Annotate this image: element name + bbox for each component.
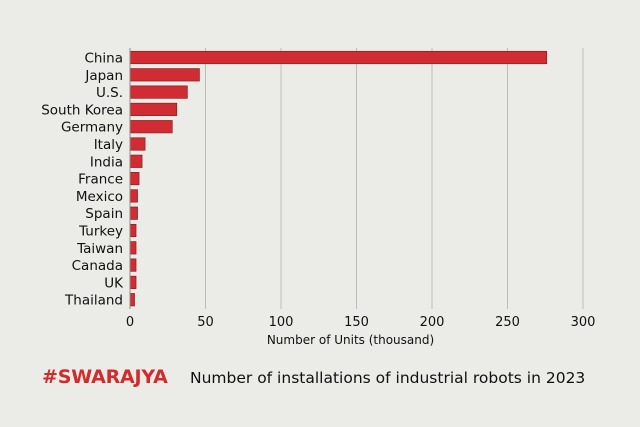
bar-taiwan: [129, 241, 137, 255]
bar-india: [129, 154, 143, 168]
category-label: Japan: [84, 68, 123, 84]
category-label: Taiwan: [76, 241, 123, 257]
category-label: Spain: [85, 206, 123, 222]
x-tick-label: 250: [495, 315, 520, 330]
bar-japan: [129, 68, 200, 82]
bar-thailand: [129, 293, 135, 307]
category-label: India: [90, 154, 123, 170]
bar-mexico: [129, 189, 138, 203]
bar-u-s: [129, 85, 188, 99]
x-tick-label: 100: [269, 315, 294, 330]
bar-china: [129, 50, 548, 65]
category-label: Germany: [61, 120, 123, 136]
x-tick-labels: 0 50 100 150 200 250 300: [126, 315, 596, 330]
bar-turkey: [129, 223, 137, 238]
x-tick-label: 50: [197, 315, 214, 330]
x-tick-label: 200: [420, 315, 445, 330]
bars: [129, 50, 548, 307]
x-axis-title: Number of Units (thousand): [267, 333, 434, 347]
chart-caption: Number of installations of industrial ro…: [190, 369, 586, 387]
bar-canada: [129, 258, 137, 272]
bar-france: [129, 172, 140, 186]
bar-spain: [129, 206, 138, 220]
category-label: China: [84, 51, 123, 67]
grid-lines: [205, 48, 584, 309]
category-label: Canada: [72, 258, 123, 274]
bar-uk: [129, 275, 137, 289]
category-label: France: [78, 172, 123, 188]
bar-south-korea: [129, 102, 178, 116]
category-label: Mexico: [76, 189, 123, 205]
x-tick-label: 300: [571, 315, 596, 330]
category-label: Turkey: [78, 224, 123, 240]
category-label: U.S.: [96, 85, 123, 101]
brand-logo: #SWARAJYA: [42, 366, 168, 388]
x-tick-label: 150: [344, 315, 369, 330]
bar-italy: [129, 137, 146, 151]
category-label: Italy: [94, 137, 123, 153]
category-label: South Korea: [41, 102, 123, 118]
category-label: Thailand: [64, 293, 123, 309]
bar-germany: [129, 120, 173, 134]
x-tick-label: 0: [126, 315, 134, 330]
category-label: UK: [104, 275, 124, 291]
